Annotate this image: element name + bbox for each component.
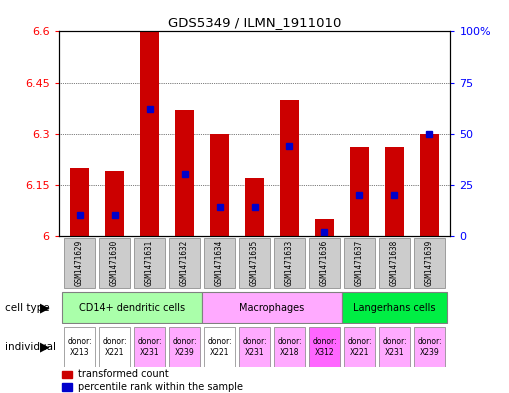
FancyBboxPatch shape <box>274 327 305 367</box>
Bar <box>175 110 194 236</box>
Bar <box>63 371 72 378</box>
FancyBboxPatch shape <box>344 238 375 288</box>
Text: donor:
X239: donor: X239 <box>417 337 442 356</box>
Text: CD14+ dendritic cells: CD14+ dendritic cells <box>79 303 185 312</box>
FancyBboxPatch shape <box>99 327 130 367</box>
Text: donor:
X221: donor: X221 <box>102 337 127 356</box>
Bar <box>280 99 299 236</box>
FancyBboxPatch shape <box>64 238 95 288</box>
Bar <box>210 134 229 236</box>
FancyBboxPatch shape <box>134 238 165 288</box>
Text: GSM1471635: GSM1471635 <box>250 240 259 286</box>
Text: GSM1471637: GSM1471637 <box>355 240 364 286</box>
FancyBboxPatch shape <box>379 327 410 367</box>
Text: GSM1471634: GSM1471634 <box>215 240 224 286</box>
FancyBboxPatch shape <box>309 327 340 367</box>
Text: GSM1471636: GSM1471636 <box>320 240 329 286</box>
Text: donor:
X218: donor: X218 <box>277 337 302 356</box>
Text: GSM1471632: GSM1471632 <box>180 240 189 286</box>
FancyBboxPatch shape <box>64 327 95 367</box>
Bar <box>63 383 72 391</box>
FancyBboxPatch shape <box>344 327 375 367</box>
FancyBboxPatch shape <box>202 292 342 323</box>
Text: cell type: cell type <box>5 303 50 312</box>
Bar <box>315 219 334 236</box>
Text: donor:
X221: donor: X221 <box>347 337 372 356</box>
Text: GSM1471631: GSM1471631 <box>145 240 154 286</box>
FancyBboxPatch shape <box>62 292 202 323</box>
Text: donor:
X239: donor: X239 <box>172 337 197 356</box>
Text: donor:
X221: donor: X221 <box>207 337 232 356</box>
FancyBboxPatch shape <box>414 327 445 367</box>
Bar <box>420 134 439 236</box>
Text: GSM1471638: GSM1471638 <box>390 240 399 286</box>
FancyBboxPatch shape <box>169 327 200 367</box>
Text: ▶: ▶ <box>40 301 49 314</box>
FancyBboxPatch shape <box>379 238 410 288</box>
Text: donor:
X231: donor: X231 <box>242 337 267 356</box>
FancyBboxPatch shape <box>274 238 305 288</box>
Text: GSM1471629: GSM1471629 <box>75 240 84 286</box>
Text: Macrophages: Macrophages <box>239 303 304 312</box>
FancyBboxPatch shape <box>309 238 340 288</box>
Text: GSM1471639: GSM1471639 <box>425 240 434 286</box>
FancyBboxPatch shape <box>342 292 447 323</box>
Bar <box>385 147 404 236</box>
Text: GSM1471630: GSM1471630 <box>110 240 119 286</box>
Text: Langerhans cells: Langerhans cells <box>353 303 436 312</box>
FancyBboxPatch shape <box>414 238 445 288</box>
Bar <box>350 147 369 236</box>
Bar <box>245 178 264 236</box>
Bar <box>140 31 159 236</box>
FancyBboxPatch shape <box>134 327 165 367</box>
Text: individual: individual <box>5 342 56 352</box>
FancyBboxPatch shape <box>99 238 130 288</box>
Text: donor:
X231: donor: X231 <box>382 337 407 356</box>
Bar <box>70 168 89 236</box>
Text: donor:
X231: donor: X231 <box>137 337 162 356</box>
Text: donor:
X312: donor: X312 <box>312 337 337 356</box>
FancyBboxPatch shape <box>204 327 235 367</box>
FancyBboxPatch shape <box>169 238 200 288</box>
Text: GSM1471633: GSM1471633 <box>285 240 294 286</box>
FancyBboxPatch shape <box>239 327 270 367</box>
Title: GDS5349 / ILMN_1911010: GDS5349 / ILMN_1911010 <box>168 16 341 29</box>
Text: percentile rank within the sample: percentile rank within the sample <box>78 382 243 392</box>
FancyBboxPatch shape <box>204 238 235 288</box>
Text: donor:
X213: donor: X213 <box>67 337 92 356</box>
Text: transformed count: transformed count <box>78 369 169 379</box>
Text: ▶: ▶ <box>40 340 49 353</box>
Bar <box>105 171 124 236</box>
FancyBboxPatch shape <box>239 238 270 288</box>
